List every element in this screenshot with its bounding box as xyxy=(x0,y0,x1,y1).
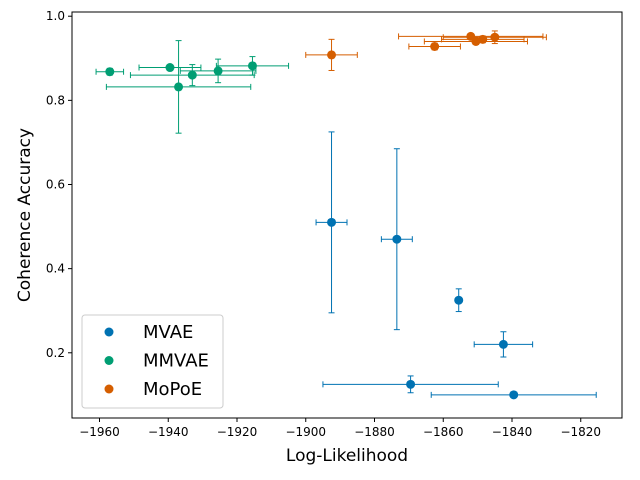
x-tick-label: −1840 xyxy=(492,425,533,439)
y-tick-label: 0.8 xyxy=(46,93,65,107)
mopoe-point xyxy=(327,50,337,60)
plot-frame xyxy=(71,11,623,419)
legend-marker-mvae xyxy=(104,327,114,337)
mopoe-point xyxy=(490,32,500,42)
x-axis-ticks: −1960 −1940 −1920 −1900 −1880 −1860 −1840 −1820 xyxy=(79,418,601,439)
x-tick-label: −1900 xyxy=(285,425,326,439)
x-tick-label: −1860 xyxy=(423,425,464,439)
mmvae-point xyxy=(174,82,184,92)
legend-label-mvae: MVAE xyxy=(143,322,193,343)
y-tick-label: 0.2 xyxy=(46,346,65,360)
x-tick-label: −1820 xyxy=(560,425,601,439)
mmvae-point xyxy=(165,63,175,73)
mopoe-point xyxy=(430,41,440,51)
legend-marker-mmvae xyxy=(104,356,114,365)
x-tick-label: −1940 xyxy=(148,425,189,439)
y-axis-ticks: 0.2 0.4 0.6 0.8 1.0 xyxy=(46,9,72,360)
mvae-point xyxy=(406,379,416,389)
x-tick-label: −1920 xyxy=(217,425,258,439)
mmvae-point xyxy=(105,67,115,77)
legend-label-mopoe: MoPoE xyxy=(143,379,202,400)
y-axis-label: Coherence Accuracy xyxy=(15,128,35,302)
data-points-layer xyxy=(105,31,519,400)
legend: MVAE MMVAE MoPoE xyxy=(81,314,224,409)
legend-box xyxy=(81,314,224,409)
legend-marker-mopoe xyxy=(104,384,114,394)
mvae-point xyxy=(327,217,337,227)
y-tick-label: 0.6 xyxy=(46,177,65,191)
x-axis-label: Log-Likelihood xyxy=(286,446,408,466)
x-tick-label: −1880 xyxy=(354,425,395,439)
mvae-point xyxy=(509,390,519,400)
mmvae-point xyxy=(213,66,223,76)
mvae-point xyxy=(498,339,508,349)
mopoe-point xyxy=(478,34,488,44)
mmvae-point xyxy=(247,61,257,71)
mmvae-point xyxy=(187,70,197,80)
y-tick-label: 1.0 xyxy=(46,9,65,23)
mvae-point xyxy=(392,234,402,244)
mopoe-point xyxy=(471,36,481,46)
x-tick-label: −1960 xyxy=(79,425,120,439)
mvae-point xyxy=(454,295,464,305)
y-tick-label: 0.4 xyxy=(46,262,65,276)
legend-label-mmvae: MMVAE xyxy=(143,351,209,372)
